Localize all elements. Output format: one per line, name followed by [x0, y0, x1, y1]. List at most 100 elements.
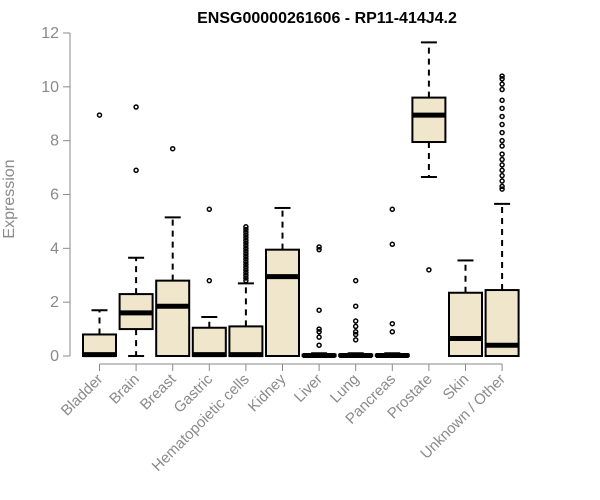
outlier-point — [316, 244, 322, 250]
outlier-point — [389, 241, 396, 248]
box-unknown-other — [484, 73, 520, 357]
box-liver — [301, 244, 337, 358]
outlier-point — [352, 329, 359, 335]
outlier-point — [499, 97, 505, 104]
chart-title: ENSG00000261606 - RP11-414J4.2 — [197, 10, 457, 27]
box-body — [411, 96, 447, 144]
outlier-point — [243, 226, 249, 233]
outlier-point — [243, 264, 249, 270]
outlier-point — [389, 206, 396, 213]
outlier-point — [243, 272, 249, 278]
x-tick-label: Kidney — [245, 370, 290, 415]
outlier-point — [243, 269, 249, 276]
outlier-point — [499, 151, 505, 157]
outlier-point — [499, 105, 505, 112]
outlier-point — [499, 73, 505, 79]
y-tick-label: 8 — [50, 133, 59, 150]
box-bladder — [82, 112, 117, 358]
outlier-point — [243, 259, 249, 265]
outlier-point — [499, 137, 505, 144]
outlier-point — [352, 303, 359, 309]
box-brain — [118, 104, 154, 357]
outlier-point — [243, 250, 249, 257]
box-body — [191, 326, 227, 357]
outlier-point — [243, 242, 249, 249]
y-tick-label: 0 — [50, 348, 59, 365]
box-hematopoietic-cells — [228, 224, 264, 358]
box-lung — [338, 277, 374, 358]
outlier-point — [499, 186, 505, 192]
outlier-point — [499, 86, 505, 93]
x-tick-label: Liver — [291, 371, 326, 406]
outlier-point — [243, 267, 249, 273]
y-axis-label: Expression — [1, 159, 18, 238]
y-tick-label: 6 — [50, 187, 59, 204]
box-body — [228, 325, 264, 357]
box-body — [265, 248, 300, 357]
outlier-point — [352, 337, 359, 343]
outlier-point — [243, 277, 249, 284]
outlier-point — [243, 240, 249, 246]
outlier-point — [243, 261, 249, 268]
outlier-point — [96, 112, 103, 118]
box-kidney — [265, 206, 300, 357]
box-breast — [155, 145, 191, 357]
y-axis: 0 2 4 6 8 10 12 — [41, 25, 71, 365]
y-tick-label: 4 — [50, 240, 59, 257]
outlier-point — [499, 156, 505, 163]
outlier-point — [243, 248, 249, 254]
outlier-point — [352, 323, 359, 330]
y-tick-label: 2 — [50, 294, 59, 311]
box-pancreas — [374, 206, 410, 358]
outlier-point — [243, 234, 249, 241]
outlier-point — [243, 224, 249, 230]
outlier-point — [243, 232, 249, 238]
outlier-point — [206, 206, 213, 213]
outlier-point — [133, 167, 139, 174]
outlier-point — [243, 253, 249, 260]
outlier-point — [352, 331, 359, 338]
outlier-point — [499, 178, 505, 184]
outlier-point — [243, 237, 249, 244]
outlier-point — [499, 167, 505, 174]
outlier-point — [499, 113, 505, 120]
outlier-point — [169, 145, 176, 152]
outlier-point — [243, 245, 249, 252]
outlier-point — [499, 143, 505, 149]
box-series — [82, 41, 520, 358]
outlier-point — [243, 229, 249, 235]
box-prostate — [411, 41, 447, 273]
outlier-point — [206, 277, 213, 284]
box-skin — [448, 259, 483, 357]
y-tick-label: 10 — [41, 79, 59, 96]
outlier-point — [499, 81, 505, 87]
box-body — [155, 279, 191, 357]
outlier-point — [389, 329, 396, 335]
outlier-point — [316, 307, 322, 313]
y-tick-label: 12 — [41, 25, 59, 42]
box-gastric — [191, 206, 227, 358]
x-tick-label: Bladder — [58, 371, 107, 420]
outlier-point — [243, 275, 249, 281]
outlier-point — [316, 246, 322, 253]
outlier-point — [426, 267, 432, 273]
outlier-point — [316, 334, 322, 340]
outlier-point — [316, 342, 322, 348]
outlier-point — [243, 256, 249, 262]
outlier-point — [316, 329, 322, 335]
outlier-point — [499, 172, 505, 179]
outlier-point — [499, 129, 505, 136]
outlier-point — [352, 318, 359, 324]
outlier-point — [499, 76, 505, 82]
outlier-point — [133, 104, 139, 110]
outlier-point — [499, 162, 505, 168]
outlier-point — [499, 121, 505, 128]
outlier-point — [499, 183, 505, 190]
outlier-point — [316, 326, 322, 332]
x-tick-label: Skin — [440, 371, 473, 404]
outlier-point — [389, 320, 396, 327]
box-body — [448, 291, 483, 357]
outlier-point — [352, 277, 359, 284]
